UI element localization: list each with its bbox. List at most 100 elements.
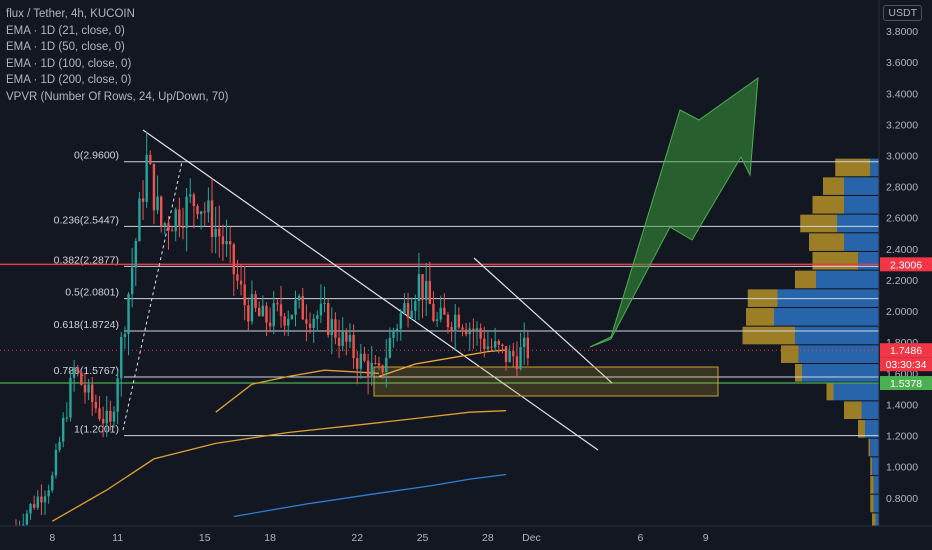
candle-body [323,303,326,305]
candle-body [276,303,279,305]
candle-body [268,322,272,327]
candle-body [199,211,203,215]
candle-body [98,408,101,420]
vpvr-down-bar [870,158,879,177]
candle-body [65,417,69,419]
vpvr-up-bar [868,438,871,457]
x-tick-label: 11 [112,532,123,544]
candle-body [101,419,105,424]
price-tag-label: 1.5378 [890,378,922,390]
candle-body [47,490,50,497]
candle-body [501,344,504,346]
candle-body [450,327,453,332]
candle-body [345,330,348,342]
vpvr-down-bar [844,233,879,251]
x-tick-label: 18 [264,532,276,544]
candle-body [493,341,497,348]
currency-button[interactable]: USDT [883,5,922,21]
indicator-vpvr[interactable]: VPVR (Number Of Rows, 24, Up/Down, 70) [6,90,229,103]
candle-body [316,315,319,319]
indicator-ema-100[interactable]: EMA · 1D (100, close, 0) [6,57,132,70]
candle-body [464,329,468,335]
candle-body [468,328,471,335]
candle-body [254,294,257,308]
candle-body [366,360,370,378]
vpvr-down-bar [865,420,879,438]
y-tick-label: 3.4000 [886,88,918,100]
indicator-ema-200[interactable]: EMA · 1D (200, close, 0) [6,74,132,86]
vpvr-up-bar [746,308,774,326]
candle-body [58,441,61,451]
candle-body [446,314,450,328]
candle-body [116,378,119,412]
candle-body [497,341,500,345]
candle-body [32,504,36,508]
candle-body [341,330,344,346]
indicator-ema-21[interactable]: EMA · 1D (21, close, 0) [6,24,125,37]
vpvr-up-bar [872,513,876,532]
candle-body [319,303,323,316]
candle-body [377,363,381,366]
candle-body [210,200,214,237]
candle-body [43,496,47,503]
candle-body [337,337,341,346]
candle-body [236,274,239,281]
candle-body [250,294,254,322]
y-tick-label: 1.2000 [886,431,918,443]
candle-body [294,300,297,315]
vpvr-up-bar [812,252,858,270]
candle-body [370,362,373,378]
candle-body [461,327,464,330]
candle-body [424,280,428,301]
candle-body [243,284,246,306]
candle-body [36,496,39,508]
candle-body [435,319,439,321]
indicator-ema-50[interactable]: EMA · 1D (50, close, 0) [6,41,125,53]
candle-body [283,316,286,326]
y-tick-label: 1.0000 [886,462,918,474]
y-tick-label: 0.8000 [886,493,918,505]
candle-body [457,314,461,328]
candle-body [25,513,29,525]
candle-body [305,319,308,324]
fib-anchor-line [122,161,183,431]
vpvr-down-bar [844,177,879,195]
ema-line [233,473,507,518]
candle-body [334,319,337,338]
vpvr-down-bar [875,513,879,532]
x-tick-label: 9 [703,532,709,544]
candle-body [80,372,83,385]
candle-body [265,305,268,323]
vpvr-up-bar [795,364,802,382]
x-tick-label: 22 [351,532,363,544]
candle-body [479,328,482,339]
candle-body [381,365,384,373]
candle-body [203,211,206,213]
candle-body [228,240,232,245]
candle-body [167,223,170,231]
time-axis [0,526,932,550]
chart-legend: flux / Tether, 4h, KUCOIN EMA · 1D (21, … [6,6,228,105]
candle-body [308,323,312,328]
candle-body [526,337,530,359]
price-tag-label: 1.7486 [890,345,922,357]
candle-body [352,334,355,359]
candles [14,131,530,535]
candle-body [112,411,116,422]
candle-body [83,384,87,393]
x-tick-label: 15 [199,532,211,544]
x-tick-label: 8 [49,532,55,544]
vpvr-down-bar [873,494,879,513]
vpvr-up-bar [823,177,844,195]
ema-line [215,369,380,413]
candle-body [439,307,442,320]
vpvr-up-bar [870,457,872,475]
candle-body [410,310,413,318]
symbol-title[interactable]: flux / Tether, 4h, KUCOIN [6,8,135,20]
x-tick-label: 6 [637,532,643,544]
y-tick-label: 3.6000 [886,57,918,69]
candle-body [348,334,352,342]
candle-body [326,303,330,335]
price-tag [880,376,932,391]
